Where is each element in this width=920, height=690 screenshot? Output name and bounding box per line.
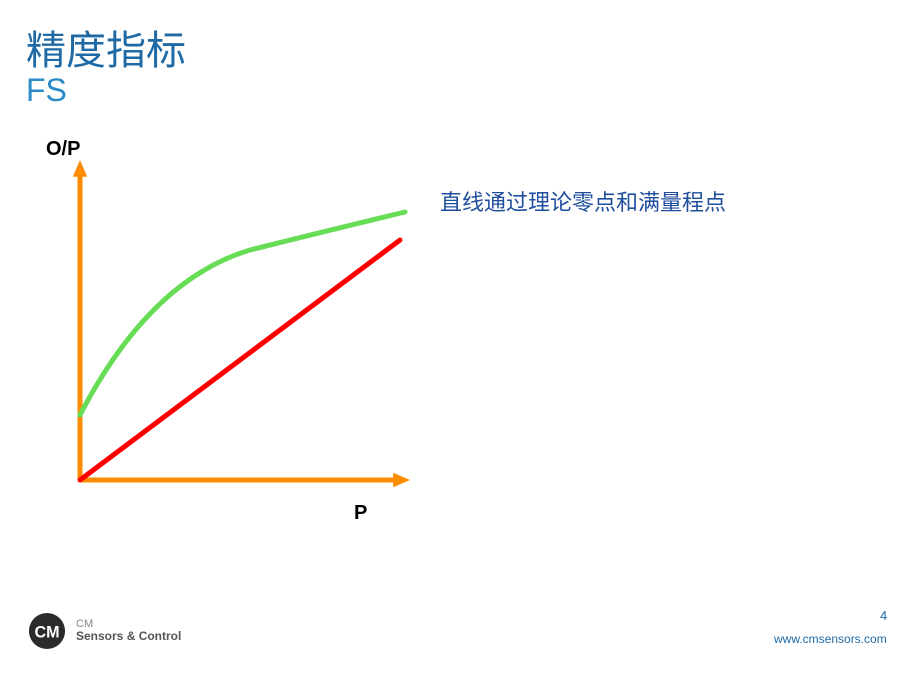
subtitle-fs: FS	[26, 72, 67, 109]
x-axis-arrow	[393, 473, 410, 487]
page-title: 精度指标	[26, 18, 186, 76]
logo-line2: Sensors & Control	[76, 630, 181, 644]
page-number: 4	[880, 608, 887, 623]
chart-plot	[60, 150, 420, 510]
ideal-line	[80, 240, 400, 480]
chart-description: 直线通过理论零点和满量程点	[440, 188, 770, 218]
logo-mark-icon: CM	[28, 612, 66, 650]
logo-text: CM Sensors & Control	[76, 618, 181, 644]
footer-url: www.cmsensors.com	[774, 632, 887, 646]
x-axis-label: P	[354, 502, 367, 525]
actual-curve	[80, 212, 405, 415]
svg-text:CM: CM	[34, 624, 59, 642]
footer-logo: CM CM Sensors & Control	[28, 612, 181, 650]
y-axis-arrow	[73, 160, 87, 177]
